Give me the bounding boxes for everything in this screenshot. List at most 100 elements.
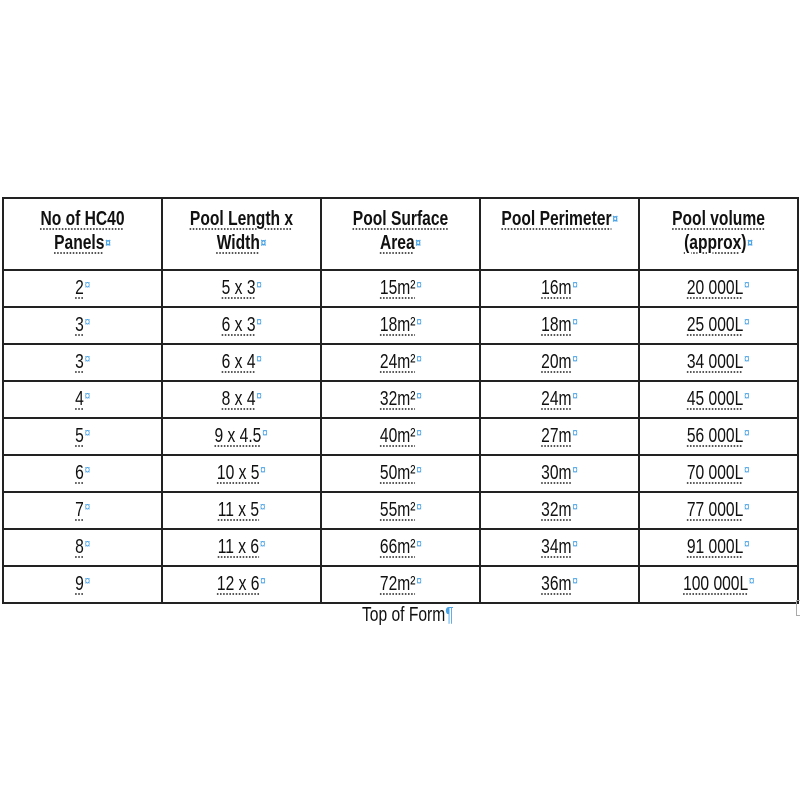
table-cell: 8	[2, 528, 163, 567]
table-cell: 32m²	[320, 380, 481, 419]
table-row: 8 11 x 6 66m² 34m 91 000L	[2, 528, 799, 567]
table-cell: 40m²	[320, 417, 481, 456]
table-cell: 18m	[479, 306, 640, 345]
table-cell: 12 x 6	[161, 565, 322, 604]
column-header-label: No of HC40 Panels	[21, 199, 143, 255]
cell-value: 5 x 3	[221, 277, 261, 300]
table-row: 6 10 x 5 50m² 30m 70 000L	[2, 454, 799, 493]
table-cell: 70 000L	[638, 454, 799, 493]
table-cell: 8 x 4	[161, 380, 322, 419]
cell-value: 34 000L	[687, 351, 750, 374]
table-row: 3 6 x 4 24m² 20m 34 000L	[2, 343, 799, 382]
table-cell: 20 000L	[638, 269, 799, 308]
table-cell: 4	[2, 380, 163, 419]
cell-value: 56 000L	[687, 425, 750, 448]
cell-value: 32m²	[380, 388, 422, 411]
pool-panels-table: No of HC40 Panels Pool Length x Width Pool…	[2, 197, 799, 604]
cell-value: 4	[75, 388, 90, 411]
table-cell: 11 x 5	[161, 491, 322, 530]
cell-value: 70 000L	[687, 462, 750, 485]
cell-value: 16m	[541, 277, 578, 300]
cell-value: 36m	[541, 573, 578, 596]
cell-value: 8	[75, 536, 90, 559]
cell-value: 3	[75, 351, 90, 374]
cell-value: 66m²	[380, 536, 422, 559]
table-cell: 16m	[479, 269, 640, 308]
table-cell: 7	[2, 491, 163, 530]
table-cell: 32m	[479, 491, 640, 530]
cell-value: 2	[75, 277, 90, 300]
cell-value: 34m	[541, 536, 578, 559]
table-cell: 36m	[479, 565, 640, 604]
cell-value: 100 000L	[683, 573, 754, 596]
table-row: 4 8 x 4 32m² 24m 45 000L	[2, 380, 799, 419]
table-cell: 77 000L	[638, 491, 799, 530]
table-row: 2 5 x 3 15m² 16m 20 000L	[2, 269, 799, 308]
cell-value: 50m²	[380, 462, 422, 485]
table-cell: 66m²	[320, 528, 481, 567]
column-header: Pool Length x Width	[161, 197, 322, 271]
table-cell: 5	[2, 417, 163, 456]
header-row: No of HC40 Panels Pool Length x Width Pool…	[2, 197, 799, 271]
table-cell: 27m	[479, 417, 640, 456]
table-cell: 5 x 3	[161, 269, 322, 308]
cell-value: 32m	[541, 499, 578, 522]
table-cell: 24m	[479, 380, 640, 419]
cell-value: 45 000L	[687, 388, 750, 411]
cell-value: 6 x 4	[221, 351, 261, 374]
cell-value: 30m	[541, 462, 578, 485]
table-row: 9 12 x 6 72m² 36m 100 000L	[2, 565, 799, 604]
table-cell: 91 000L	[638, 528, 799, 567]
table-cell: 100 000L	[638, 565, 799, 604]
cell-value: 6	[75, 462, 90, 485]
table-cell: 34 000L	[638, 343, 799, 382]
table-cell: 45 000L	[638, 380, 799, 419]
table-cell: 9 x 4.5	[161, 417, 322, 456]
table-cell: 56 000L	[638, 417, 799, 456]
cell-value: 11 x 6	[218, 536, 266, 559]
cell-value: 25 000L	[687, 314, 750, 337]
cell-value: 77 000L	[687, 499, 750, 522]
table-cell: 9	[2, 565, 163, 604]
table-cell: 3	[2, 343, 163, 382]
table-cell: 2	[2, 269, 163, 308]
column-header: Pool Perimeter	[479, 197, 640, 271]
cell-value: 5	[75, 425, 90, 448]
table-row: 7 11 x 5 55m² 32m 77 000L	[2, 491, 799, 530]
table-cell: 72m²	[320, 565, 481, 604]
cell-value: 20 000L	[687, 277, 750, 300]
cell-value: 8 x 4	[221, 388, 261, 411]
table-cell: 30m	[479, 454, 640, 493]
table-cell: 6 x 3	[161, 306, 322, 345]
column-header-label: Pool Surface Area	[339, 199, 461, 255]
cell-value: 20m	[541, 351, 578, 374]
cell-value: 9	[75, 573, 90, 596]
cell-value: 11 x 5	[218, 499, 266, 522]
cell-value: 15m²	[380, 277, 422, 300]
table-cell: 6	[2, 454, 163, 493]
cell-value: 9 x 4.5	[215, 425, 268, 448]
table-cell: 10 x 5	[161, 454, 322, 493]
table-row: 3 6 x 3 18m² 18m 25 000L	[2, 306, 799, 345]
cell-value: 18m	[541, 314, 578, 337]
table-cell: 25 000L	[638, 306, 799, 345]
cell-value: 18m²	[380, 314, 422, 337]
table-cell: 6 x 4	[161, 343, 322, 382]
cell-value: 10 x 5	[217, 462, 266, 485]
cell-value: 55m²	[380, 499, 422, 522]
column-header: Pool volume (approx)	[638, 197, 799, 271]
column-header-label: Pool Perimeter	[501, 199, 618, 231]
column-header: No of HC40 Panels	[2, 197, 163, 271]
table-cell: 24m²	[320, 343, 481, 382]
cell-value: 3	[75, 314, 90, 337]
cell-value: 7	[75, 499, 90, 522]
column-header: Pool Surface Area	[320, 197, 481, 271]
cell-value: 6 x 3	[221, 314, 261, 337]
table-cell: 34m	[479, 528, 640, 567]
top-of-form-label: Top of Form	[362, 604, 454, 627]
table-cell: 20m	[479, 343, 640, 382]
cell-value: 24m²	[380, 351, 422, 374]
table-cell: 3	[2, 306, 163, 345]
table-row: 5 9 x 4.5 40m² 27m 56 000L	[2, 417, 799, 456]
cell-value: 27m	[541, 425, 578, 448]
